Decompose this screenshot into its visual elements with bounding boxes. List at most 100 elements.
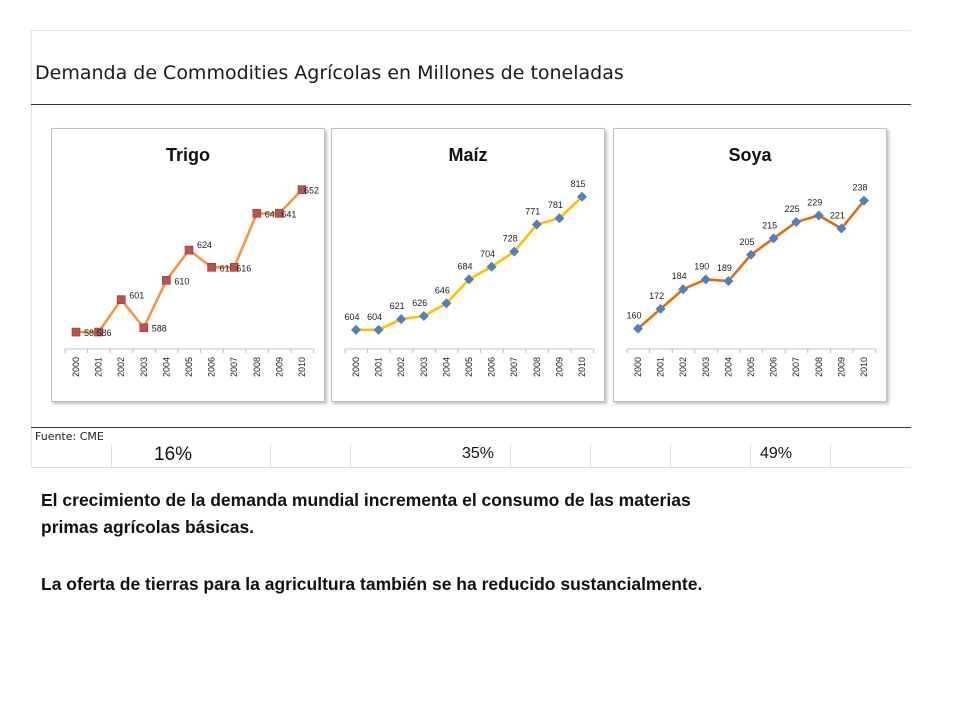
cell-divider [350,445,351,467]
data-label: 586 [84,328,99,338]
data-point [139,323,149,333]
data-point [297,185,307,194]
data-point [531,219,542,230]
data-label: 684 [457,261,472,271]
data-point [229,263,239,272]
x-tick-label: 2004 [441,357,451,377]
x-tick-label: 2004 [161,357,171,377]
x-tick-label: 2005 [746,357,756,377]
chart-panel-soya: Soya 160 2000 172 2001 184 2002 190 2003 189 2004 2… [613,128,887,402]
data-label: 624 [197,240,212,250]
data-point [700,274,711,285]
data-label: 604 [344,312,359,322]
x-tick-label: 2008 [252,357,262,377]
x-tick-label: 2001 [656,357,666,377]
sheet-top-gridline [31,30,911,31]
data-point [509,246,520,257]
x-tick-label: 2006 [769,357,779,377]
x-tick-label: 2006 [207,357,217,377]
data-point [577,191,587,202]
data-point [464,274,474,285]
data-point [768,233,779,244]
chart-panel-maiz: Maíz 604 2000 604 2001 621 2002 626 2003 646 2004 6… [331,128,605,402]
percentage-row [31,445,911,468]
data-point [678,284,689,295]
data-label: 221 [830,211,845,221]
data-label: 626 [412,298,427,308]
data-point [554,213,565,224]
data-label: 652 [304,186,319,196]
data-label: 189 [717,263,732,273]
cell-divider [111,445,112,467]
x-tick-label: 2001 [94,357,104,377]
data-point [859,195,869,206]
data-label: 616 [220,263,235,273]
data-point [351,324,361,335]
data-point [184,245,194,255]
x-tick-label: 2002 [678,357,688,377]
data-label: 229 [807,197,822,207]
data-label: 184 [672,271,687,281]
data-label: 646 [435,285,450,295]
x-tick-label: 2000 [351,357,361,377]
source-divider [31,427,911,428]
percentage-soya: 49% [760,445,793,462]
cell-divider [830,445,831,467]
data-label: 604 [367,312,382,322]
paragraph-demand: El crecimiento de la demanda mundial inc… [41,487,921,541]
chart-title: Trigo [166,145,210,165]
x-tick-label: 2009 [554,357,564,377]
data-point [71,327,81,337]
x-tick-label: 2007 [509,357,519,377]
paragraph-demand-line-2: primas agrícolas básicas. [41,517,255,537]
x-tick-label: 2009 [836,357,846,377]
x-tick-label: 2008 [814,357,824,377]
x-tick-label: 2009 [274,357,284,377]
cell-divider [670,445,671,467]
chart-trigo: Trigo 586 2000 586 2001 601 2002 588 2003 610 2004… [64,145,319,377]
paragraph-land-supply: La oferta de tierras para la agricultura… [41,574,703,594]
data-point [396,314,407,325]
data-label: 641 [281,209,296,219]
data-point [373,324,384,335]
data-point [633,323,643,334]
data-label: 616 [236,263,251,273]
data-label: 172 [649,291,664,301]
data-point [655,303,666,314]
chart-title: Maíz [448,145,487,165]
x-tick-label: 2002 [396,357,406,377]
x-tick-label: 2006 [487,357,497,377]
data-label: 704 [480,249,495,259]
source-label: Fuente: CME [35,430,104,443]
x-tick-label: 2005 [184,357,194,377]
data-point [162,275,171,285]
data-point [94,327,103,337]
x-tick-label: 2000 [633,357,643,377]
cell-divider [590,445,591,467]
chart-soya: Soya 160 2000 172 2001 184 2002 190 2003 189 2004 2… [626,145,877,377]
x-tick-label: 2010 [577,357,587,377]
data-point [746,249,756,260]
x-tick-label: 2007 [791,357,801,377]
data-label: 225 [785,204,800,214]
x-tick-label: 2007 [229,357,239,377]
data-point [252,209,262,218]
data-point [791,217,802,227]
x-tick-label: 2010 [859,357,869,377]
x-tick-label: 2010 [297,357,307,377]
cell-divider [750,445,751,467]
x-tick-label: 2001 [374,357,384,377]
data-label: 771 [525,207,540,217]
data-label: 588 [152,324,167,334]
title-divider [31,104,911,105]
data-label: 641 [265,209,280,219]
x-tick-label: 2000 [71,357,81,377]
data-label: 601 [129,291,144,301]
x-tick-label: 2003 [419,357,429,377]
data-label: 205 [739,237,754,247]
x-tick-label: 2005 [464,357,474,377]
data-point [723,276,734,287]
x-tick-label: 2003 [139,357,149,377]
x-tick-label: 2003 [701,357,711,377]
paragraph-demand-line-1: El crecimiento de la demanda mundial inc… [41,490,691,510]
